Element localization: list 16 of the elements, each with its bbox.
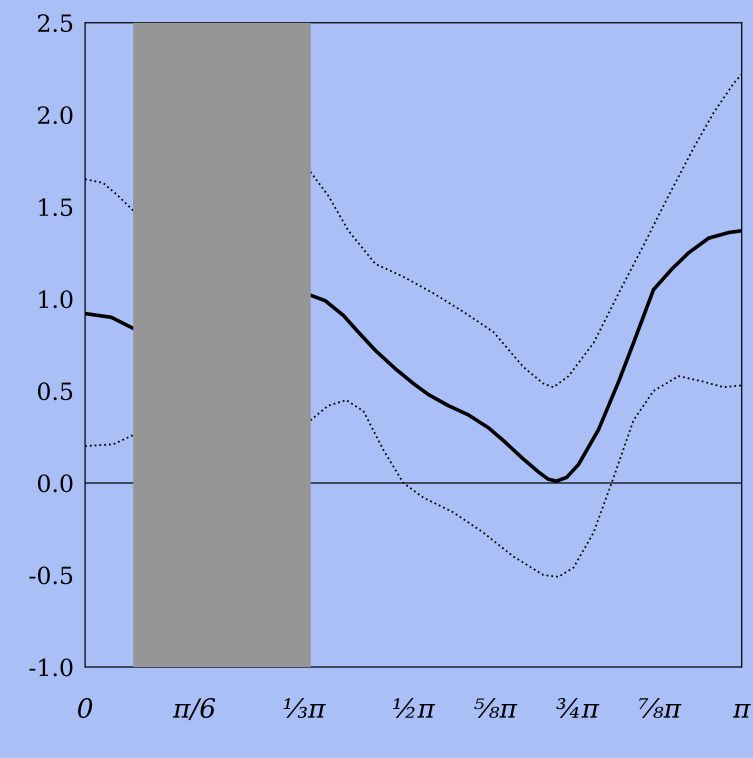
x-tick-label: π/6 <box>172 698 216 720</box>
x-tick-label: ½π <box>393 698 436 718</box>
y-tick-label: 1.5 <box>39 198 72 216</box>
y-tick-label: -1.0 <box>29 658 72 676</box>
x-tick-label: 0 <box>78 698 92 718</box>
y-tick-label: 1.0 <box>39 290 72 308</box>
y-tick-label: 2.0 <box>38 106 72 124</box>
y-tick-label: 2.5 <box>38 14 72 32</box>
x-tick-label: ⅓π <box>284 698 326 718</box>
x-tick-label: ⅞π <box>639 698 682 718</box>
y-tick-label: 0.0 <box>38 474 72 492</box>
x-tick-label: π <box>732 704 751 718</box>
x-tick-label: ¾π <box>556 698 600 718</box>
y-tick-label: 0.5 <box>38 382 72 400</box>
x-tick-label: ⅝π <box>474 698 518 718</box>
y-tick-label: -0.5 <box>29 566 72 584</box>
